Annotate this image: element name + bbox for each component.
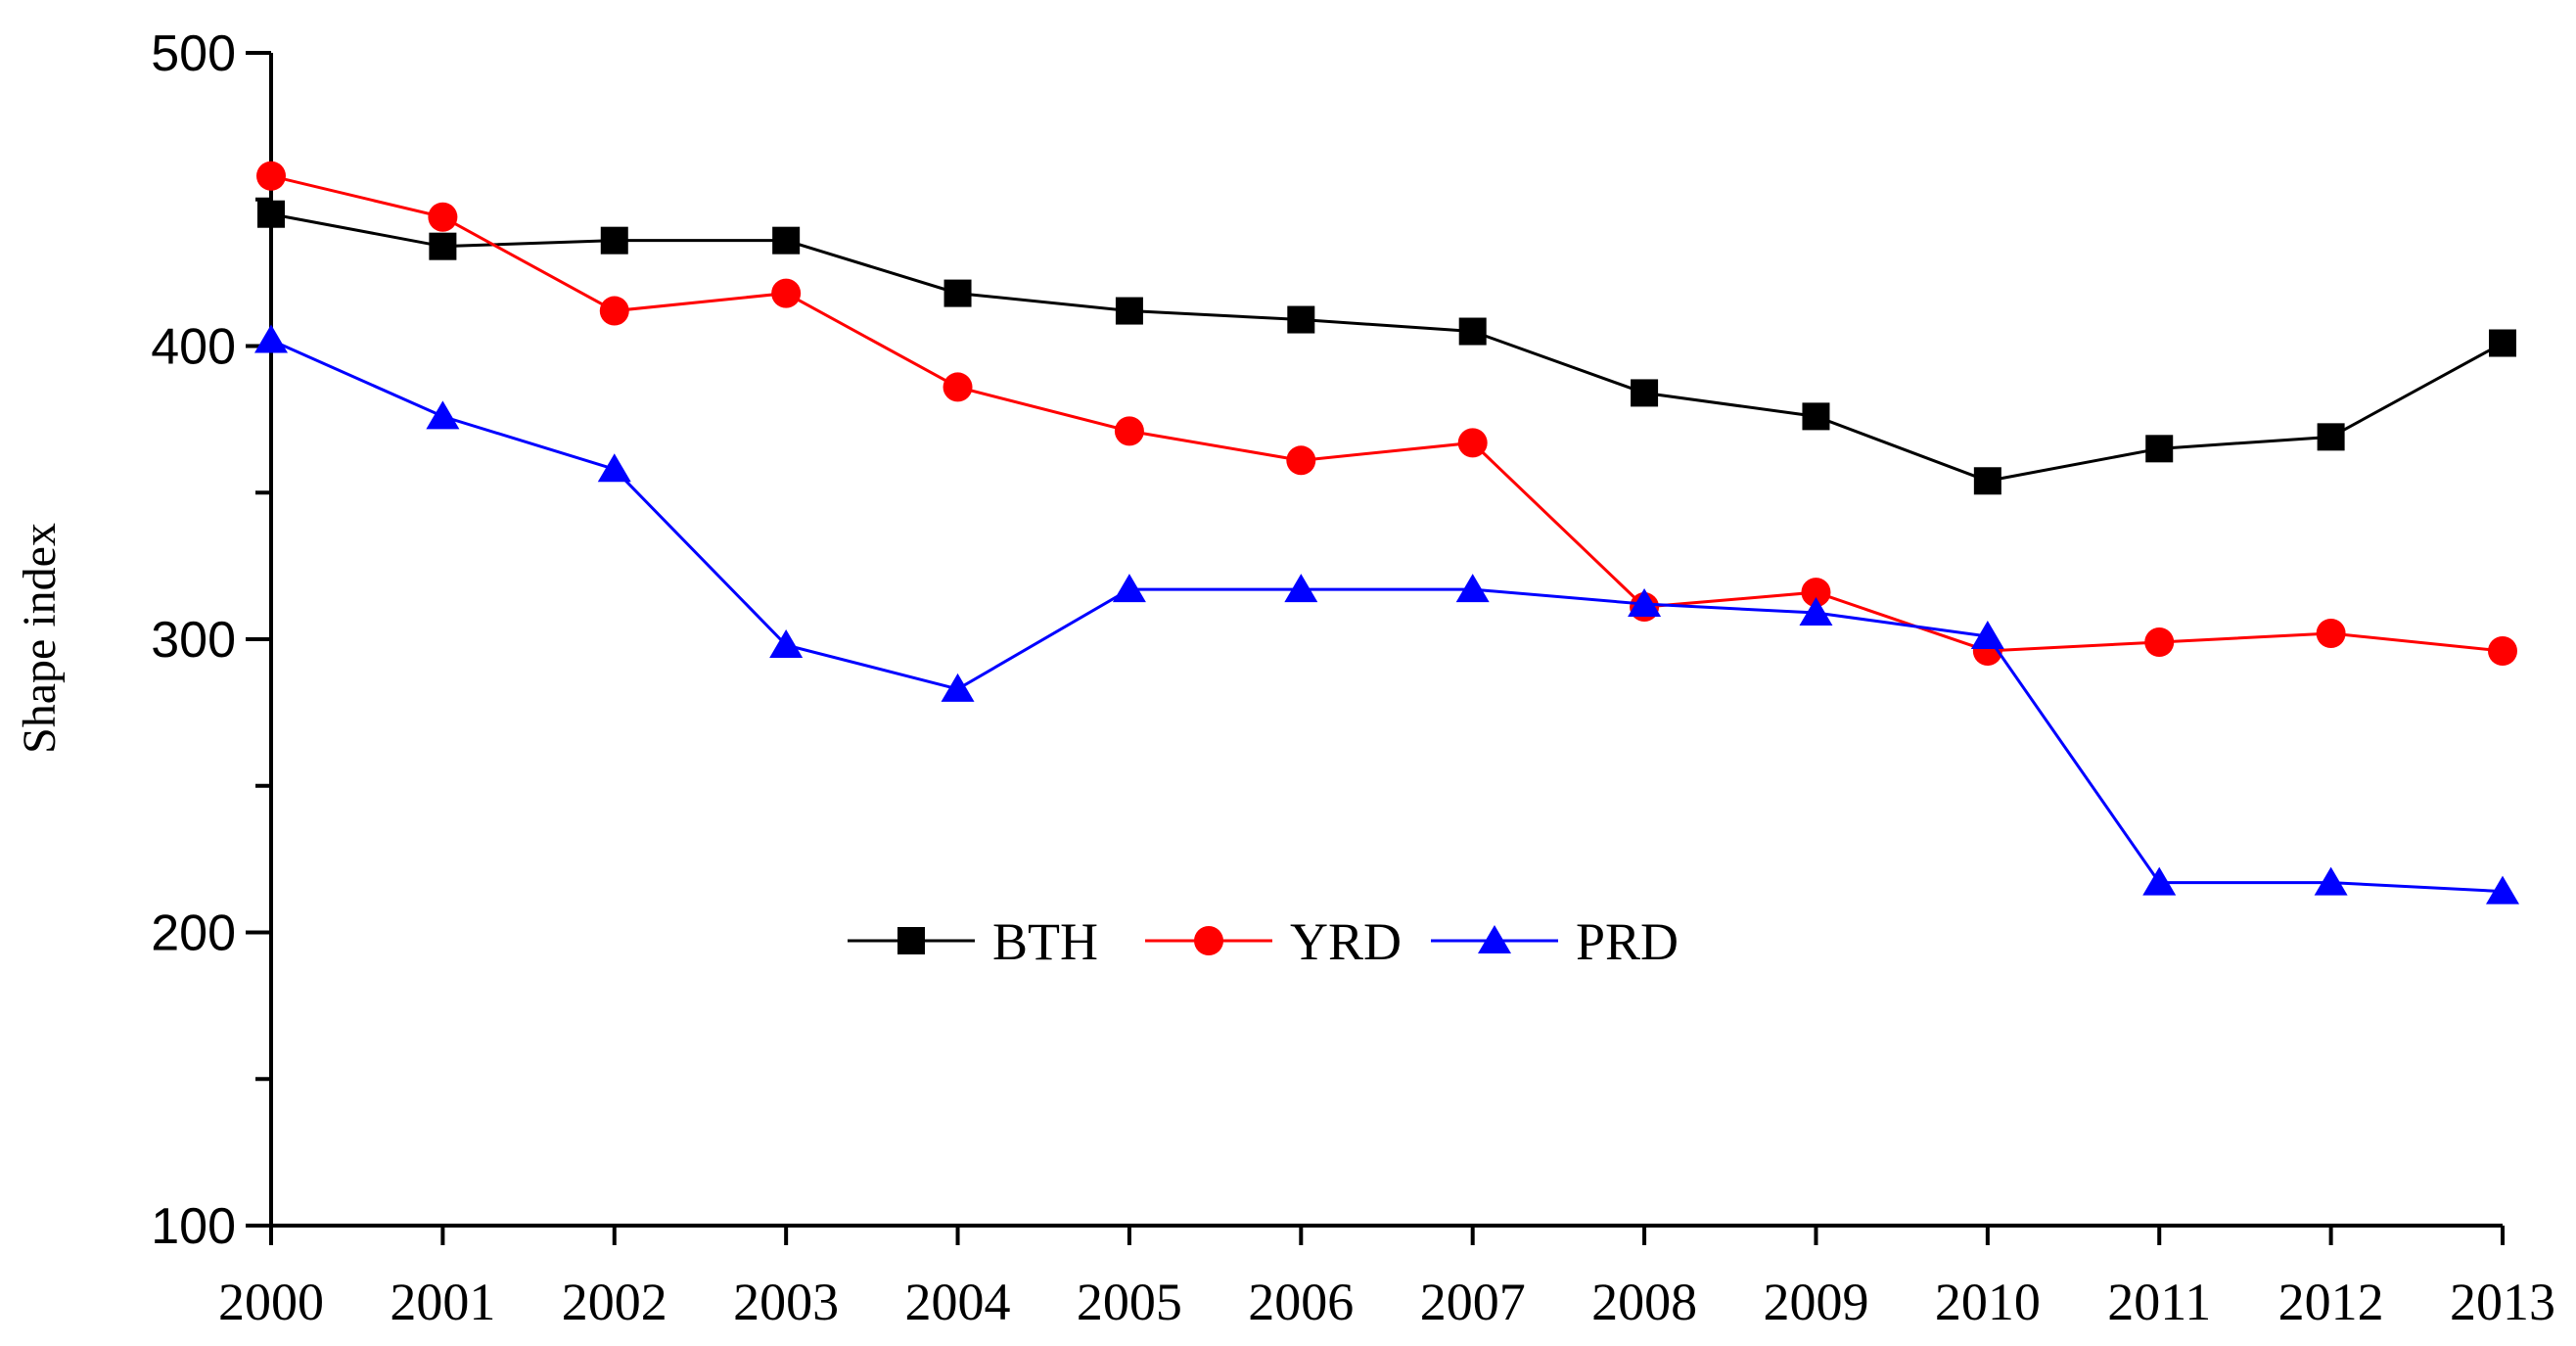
x-tick-label: 2000	[218, 1273, 324, 1331]
legend-item-bth: BTH	[848, 912, 1098, 971]
x-ticks: 2000 2001 2002 2003 2004 2005 2006 2007 2008 2009…	[218, 1226, 2555, 1331]
legend-item-prd: PRD	[1431, 912, 1679, 971]
legend-marker-bth	[897, 927, 925, 954]
y-tick-label: 300	[151, 612, 236, 669]
data-point-bth	[2317, 423, 2345, 451]
x-tick-label: 2006	[1248, 1273, 1354, 1331]
legend-label-prd: PRD	[1576, 912, 1679, 971]
data-point-yrd	[771, 278, 802, 308]
data-point-prd	[426, 400, 460, 430]
series-line-yrd	[270, 174, 2504, 653]
x-tick-label: 2005	[1077, 1273, 1182, 1331]
data-point-prd	[597, 453, 631, 483]
data-point-prd	[2142, 866, 2177, 896]
x-tick-label: 2011	[2107, 1273, 2211, 1331]
data-point-bth	[2489, 329, 2516, 357]
x-tick-label: 2001	[390, 1273, 495, 1331]
data-point-yrd	[1801, 578, 1831, 608]
legend: BTH YRD PRD	[848, 912, 1679, 971]
series-line-prd	[270, 339, 2504, 894]
data-point-bth	[429, 232, 457, 260]
y-tick-label: 500	[151, 25, 236, 82]
data-point-bth	[1287, 305, 1315, 334]
series-bth	[257, 200, 2516, 495]
data-point-yrd	[1457, 428, 1488, 458]
y-tick-label: 400	[151, 319, 236, 376]
data-point-bth	[257, 200, 285, 228]
data-point-prd	[1799, 597, 1833, 627]
y-axis-label: Shape index	[14, 523, 66, 754]
data-point-prd	[1112, 574, 1146, 603]
data-point-yrd	[2316, 619, 2346, 649]
data-point-bth	[600, 226, 628, 255]
data-point-prd	[1455, 574, 1490, 603]
data-point-bth	[2145, 435, 2174, 463]
legend-item-yrd: YRD	[1145, 912, 1402, 971]
x-tick-label: 2004	[905, 1273, 1011, 1331]
data-point-yrd	[1114, 416, 1144, 446]
data-point-prd	[1628, 588, 1662, 618]
legend-marker-prd	[1478, 925, 1511, 953]
series-group	[254, 161, 2519, 905]
data-point-yrd	[256, 161, 286, 191]
data-point-yrd	[428, 202, 458, 232]
data-point-prd	[769, 628, 804, 658]
y-ticks: 100 200 300 400 500	[151, 25, 271, 1255]
x-tick-label: 2012	[2278, 1273, 2384, 1331]
series-line-bth	[270, 212, 2504, 483]
x-tick-label: 2013	[2450, 1273, 2555, 1331]
y-tick-label: 200	[151, 905, 236, 962]
data-point-bth	[1115, 297, 1143, 325]
data-point-yrd	[2144, 627, 2175, 657]
y-tick-label: 100	[151, 1198, 236, 1255]
data-point-prd	[2314, 866, 2348, 896]
legend-marker-yrd	[1194, 926, 1223, 955]
data-point-yrd	[1286, 445, 1316, 476]
data-point-prd	[2486, 875, 2519, 905]
legend-label-yrd: YRD	[1290, 912, 1402, 971]
data-point-yrd	[943, 372, 973, 402]
x-tick-label: 2008	[1591, 1273, 1697, 1331]
data-point-yrd	[2488, 635, 2517, 666]
data-point-bth	[1802, 402, 1830, 431]
legend-label-bth: BTH	[992, 912, 1098, 971]
data-point-prd	[254, 324, 288, 353]
x-tick-label: 2010	[1935, 1273, 2041, 1331]
data-point-bth	[1458, 317, 1487, 346]
x-tick-label: 2007	[1420, 1273, 1526, 1331]
data-point-bth	[772, 226, 801, 255]
x-tick-label: 2002	[562, 1273, 667, 1331]
data-point-yrd	[599, 296, 629, 326]
data-point-bth	[1973, 467, 2001, 495]
x-tick-label: 2003	[733, 1273, 839, 1331]
data-point-prd	[1970, 621, 2004, 650]
data-point-prd	[1284, 574, 1318, 603]
series-prd	[254, 324, 2519, 905]
x-tick-label: 2009	[1763, 1273, 1868, 1331]
data-point-prd	[941, 673, 975, 702]
data-point-bth	[1631, 379, 1659, 407]
data-point-bth	[943, 279, 972, 307]
